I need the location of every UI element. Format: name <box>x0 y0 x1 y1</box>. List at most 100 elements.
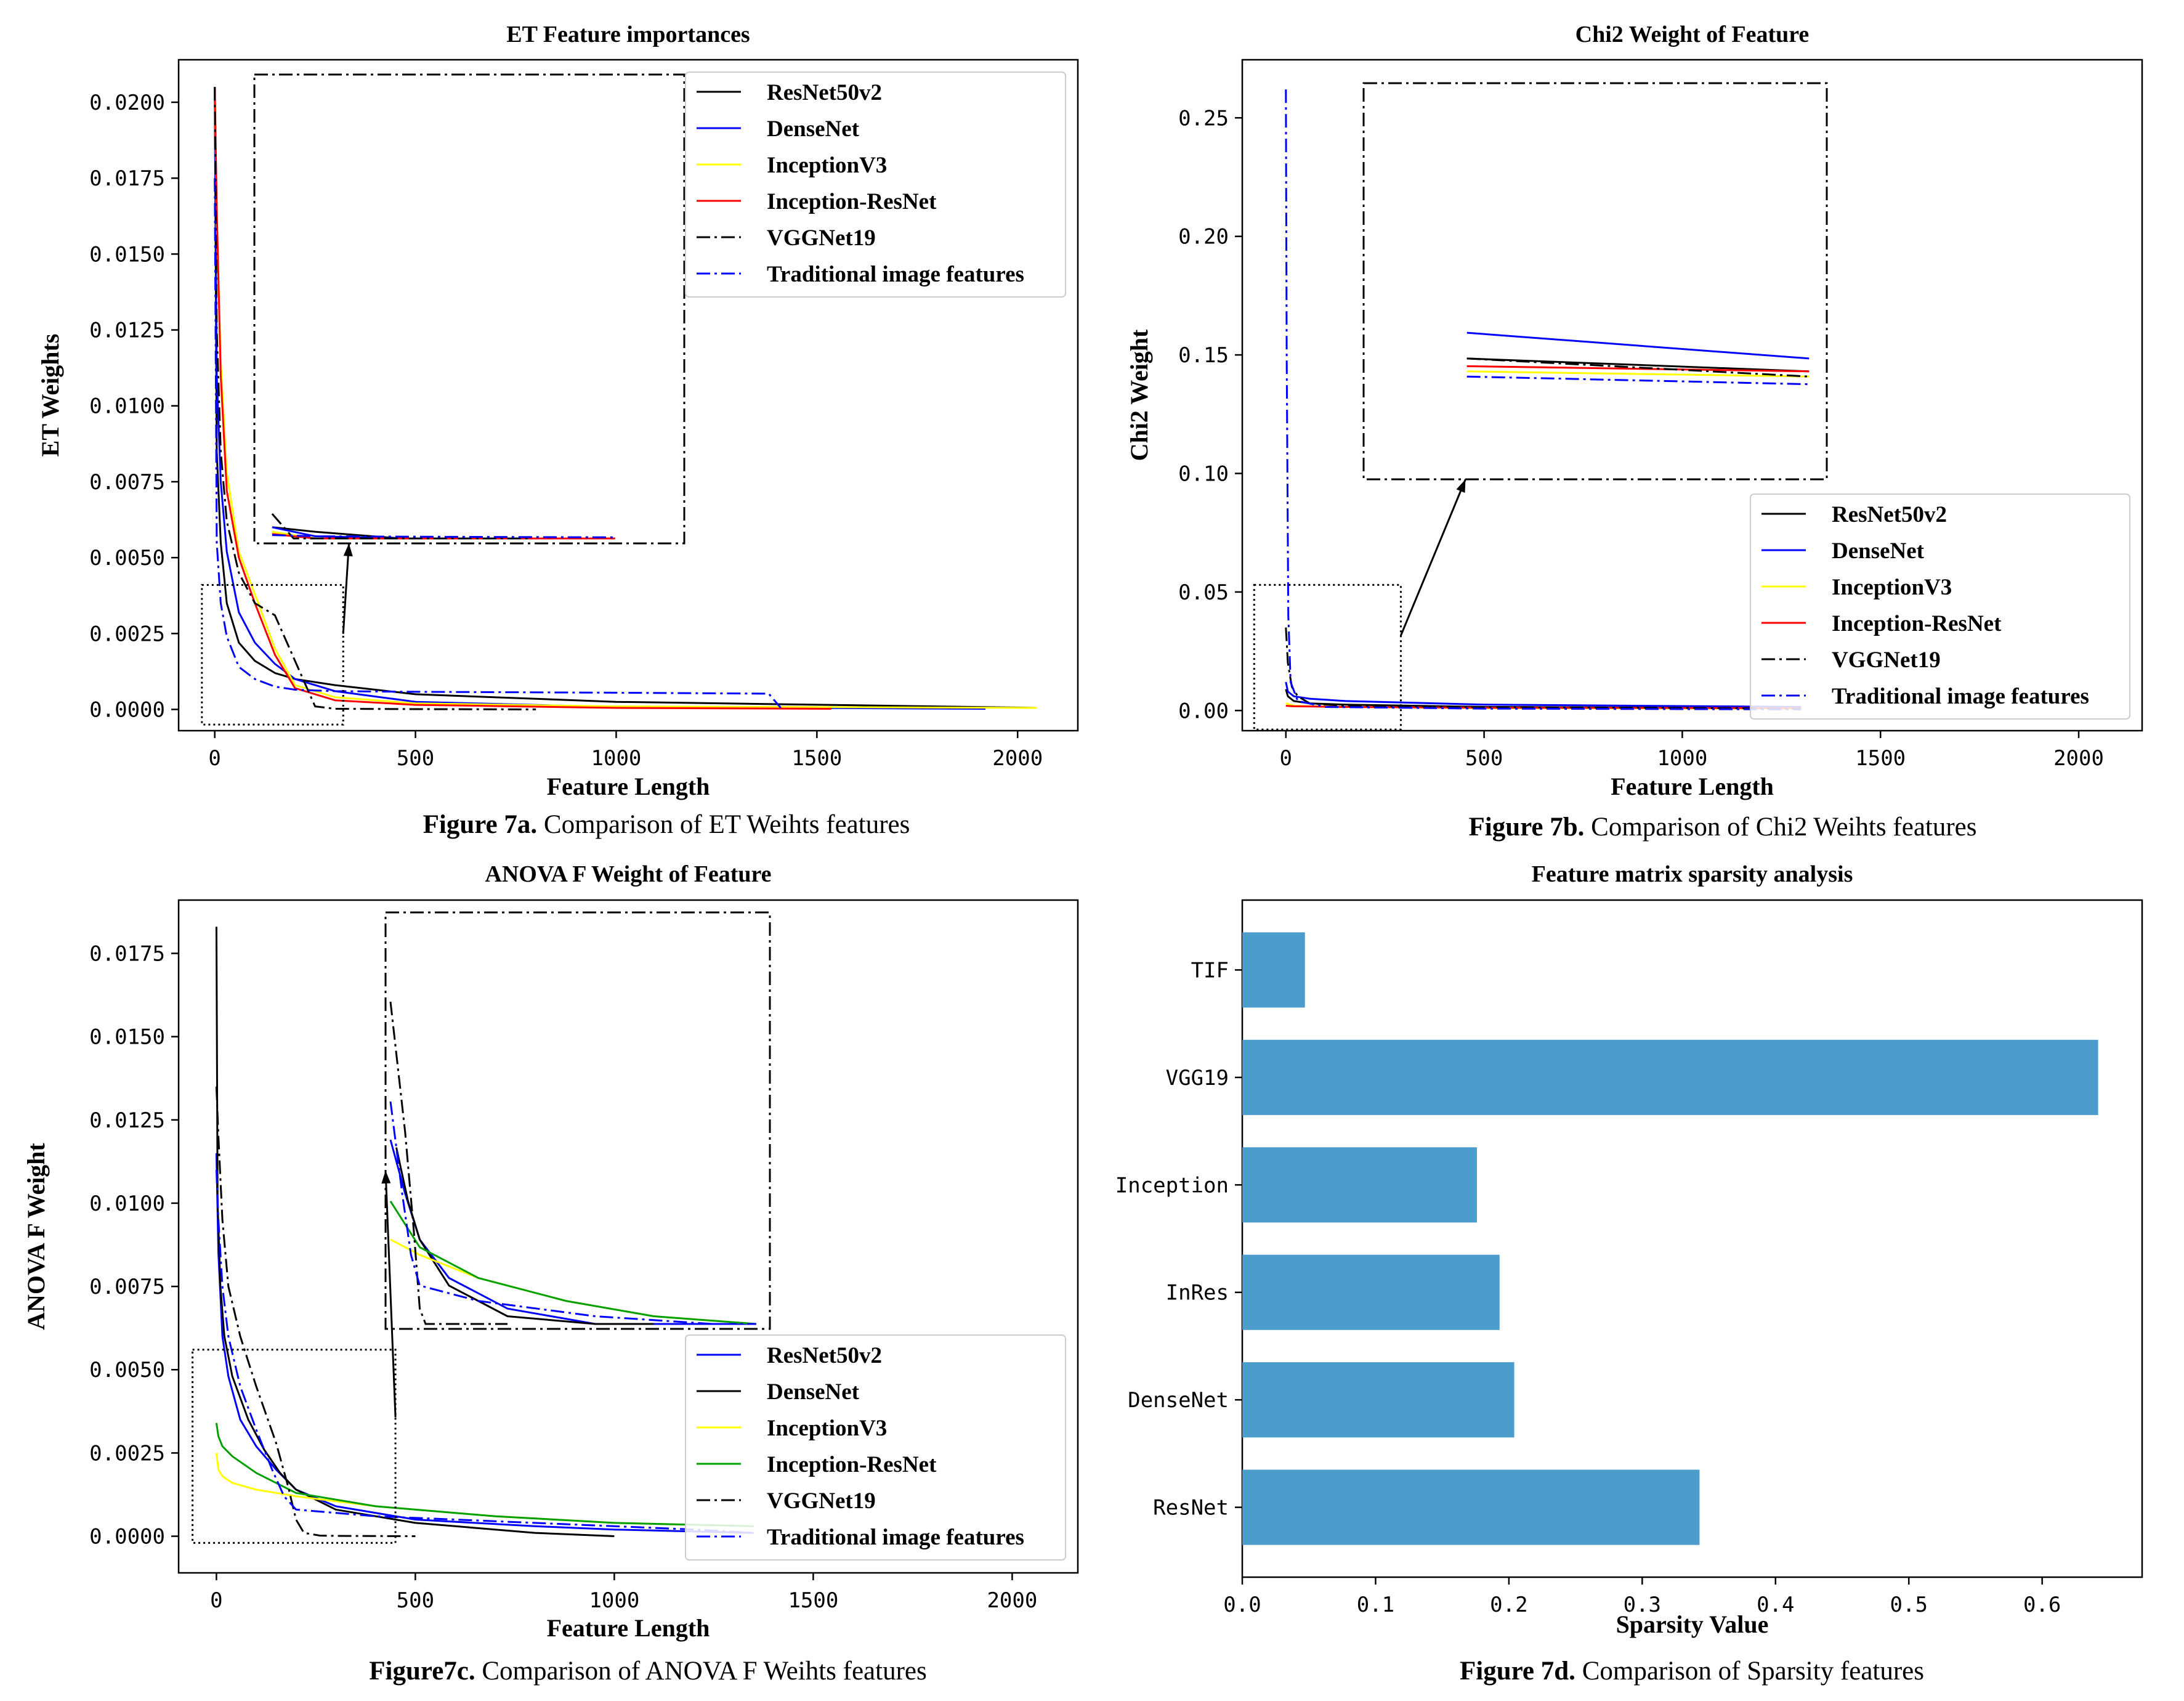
caption-text: Comparison of ET Weihts features <box>537 810 910 839</box>
zoom-series-line <box>1466 375 1810 386</box>
series-line <box>214 87 536 710</box>
legend-label: InceptionV3 <box>767 1416 887 1441</box>
x-tick-label: 1000 <box>591 746 642 771</box>
zoom-arrow <box>384 1171 397 1418</box>
x-tick-label: 0.3 <box>1624 1593 1661 1617</box>
bar <box>1242 1147 1477 1223</box>
caption-label: Figure 7a. <box>423 810 538 839</box>
x-tick-label: 2000 <box>992 746 1043 771</box>
legend-label: Inception-ResNet <box>767 189 937 214</box>
legend-label: ResNet50v2 <box>1832 502 1947 527</box>
x-tick-label: 0.5 <box>1890 1593 1928 1617</box>
legend-box <box>1750 493 2130 720</box>
series-group <box>214 87 1037 710</box>
category-label: Inception <box>1115 1173 1229 1198</box>
bar <box>1242 1254 1500 1330</box>
bar <box>1242 1039 2098 1115</box>
series-line <box>214 87 986 710</box>
x-tick-label: 0.1 <box>1357 1593 1394 1617</box>
caption-text: Comparison of Sparsity features <box>1575 1657 1924 1686</box>
zoom-series-line <box>395 1147 654 1325</box>
legend-label: Inception-ResNet <box>767 1452 937 1477</box>
y-tick-label: 0.05 <box>1178 580 1229 605</box>
series-line <box>1285 627 1802 710</box>
zoom-series-line <box>389 1101 756 1325</box>
y-tick-label: 0.0050 <box>89 1358 165 1382</box>
zoom-inset-box <box>253 73 686 545</box>
x-tick-label: 2000 <box>987 1588 1037 1613</box>
zoom-series-line <box>1466 365 1810 373</box>
x-tick-label: 1000 <box>589 1588 639 1613</box>
series-line <box>214 178 782 708</box>
y-tick-label: 0.0125 <box>89 319 165 343</box>
zoom-source-box <box>201 583 344 726</box>
x-tick-label: 0.2 <box>1490 1593 1527 1617</box>
y-tick-label: 0.0075 <box>89 1275 165 1299</box>
y-tick-label: 0.25 <box>1178 106 1229 131</box>
y-tick-label: 0.0100 <box>89 394 165 419</box>
x-tick-label: 500 <box>1465 746 1503 771</box>
y-tick-label: 0.15 <box>1178 343 1229 368</box>
x-axis-label: Feature Length <box>547 773 710 800</box>
legend-label: Inception-ResNet <box>1832 611 2002 636</box>
figure-caption: Figure7c. Comparison of ANOVA F Weihts f… <box>369 1657 926 1686</box>
figure-caption: Figure 7d. Comparison of Sparsity featur… <box>1460 1657 1924 1686</box>
y-tick-label: 0.0175 <box>89 166 165 191</box>
chart-title: Chi2 Weight of Feature <box>1575 22 1810 47</box>
legend-label: VGGNet19 <box>767 1488 876 1514</box>
y-tick-label: 0.20 <box>1178 225 1229 250</box>
y-tick-label: 0.0000 <box>89 1525 165 1549</box>
chart-panel: ANOVA F Weight of Feature 0 500 1000 1500 200… <box>22 861 1079 1642</box>
series-group <box>215 927 754 1537</box>
x-axis-label: Feature Length <box>547 1614 710 1642</box>
x-tick-label: 0.0 <box>1223 1593 1261 1617</box>
x-tick-label: 1500 <box>1855 746 1906 771</box>
series-line <box>214 87 831 710</box>
x-tick-label: 1500 <box>791 746 842 771</box>
legend-box <box>685 1334 1066 1561</box>
legend-box <box>685 71 1066 298</box>
zoom-source-box <box>192 1349 397 1544</box>
x-tick-label: 0.6 <box>2023 1593 2061 1617</box>
category-label: VGG19 <box>1166 1066 1229 1090</box>
series-line <box>215 1153 754 1534</box>
bar <box>1242 1362 1515 1438</box>
y-tick-label: 0.0200 <box>89 91 165 115</box>
zoom-arrow <box>1400 479 1466 636</box>
y-tick-label: 0.0075 <box>89 470 165 495</box>
x-tick-label: 0 <box>208 746 220 771</box>
zoom-arrow <box>342 543 350 634</box>
x-tick-label: 0.4 <box>1757 1593 1794 1617</box>
zoom-inset-box <box>384 911 771 1330</box>
legend-label: InceptionV3 <box>767 153 887 178</box>
legend-label: Traditional image features <box>767 262 1024 287</box>
x-tick-label: 2000 <box>2053 746 2104 771</box>
x-axis-label: Feature Length <box>1611 773 1774 800</box>
series-line <box>214 87 1037 709</box>
category-label: DenseNet <box>1128 1388 1229 1413</box>
chart-title: ANOVA F Weight of Feature <box>485 861 771 887</box>
legend-label: Traditional image features <box>1832 684 2089 709</box>
chart-panel: Chi2 Weight of Feature 0 500 1000 1500 2000 0.… <box>1125 22 2143 800</box>
zoom-series-line <box>272 534 615 538</box>
zoom-inset-box <box>1362 82 1828 481</box>
legend-label: Traditional image features <box>767 1525 1024 1550</box>
y-axis-label: ANOVA F Weight <box>22 1142 50 1330</box>
zoom-arrow-head <box>381 1171 391 1184</box>
caption-text: Comparison of ANOVA F Weihts features <box>475 1657 927 1686</box>
legend-label: ResNet50v2 <box>767 80 882 105</box>
bar <box>1242 932 1305 1008</box>
plot-frame <box>177 59 1079 732</box>
series-line <box>1285 681 1802 708</box>
zoom-series-line <box>271 513 530 540</box>
y-tick-label: 0.0025 <box>89 1441 165 1466</box>
y-tick-label: 0.0175 <box>89 941 165 966</box>
legend-label: ResNet50v2 <box>767 1343 882 1368</box>
y-tick-label: 0.00 <box>1178 699 1229 723</box>
series-line <box>215 927 615 1537</box>
zoom-series-line <box>1466 370 1810 378</box>
x-tick-label: 0 <box>1280 746 1292 771</box>
y-axis-label: ET Weights <box>36 334 64 457</box>
y-tick-label: 0.10 <box>1178 461 1229 486</box>
